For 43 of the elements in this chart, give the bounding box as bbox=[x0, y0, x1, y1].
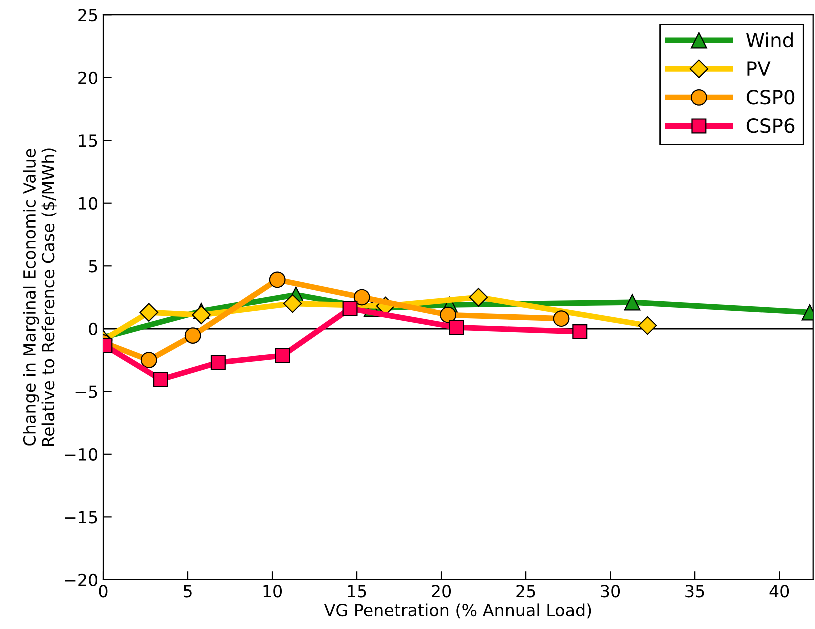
point bbox=[469, 288, 488, 307]
y-tick-label: 5 bbox=[89, 260, 98, 273]
y-tick-label: 25 bbox=[78, 9, 98, 22]
point bbox=[283, 294, 302, 314]
point bbox=[342, 301, 358, 316]
x-tick-label: 30 bbox=[601, 585, 620, 598]
y-tick-label: 10 bbox=[79, 197, 98, 210]
point bbox=[153, 372, 168, 388]
point bbox=[192, 306, 211, 324]
x-tick-label: 35 bbox=[686, 585, 704, 598]
point bbox=[638, 316, 658, 336]
x-tick-label: 40 bbox=[770, 585, 790, 598]
y-tick-label: 15 bbox=[79, 134, 98, 148]
point bbox=[354, 289, 370, 306]
point bbox=[140, 352, 158, 368]
point bbox=[269, 272, 286, 288]
x-tick-label: 25 bbox=[516, 585, 536, 598]
point bbox=[275, 348, 290, 364]
y-tick-label: 20 bbox=[78, 72, 98, 84]
x-tick-label: 15 bbox=[348, 585, 366, 598]
y-tick-label: −15 bbox=[65, 511, 98, 524]
point bbox=[553, 310, 570, 328]
y-tick-label: 0 bbox=[89, 322, 98, 336]
x-tick-label: 0 bbox=[99, 585, 108, 598]
y-axis-title: Change in Marginal Economic Value Relative to Reference Case ($/MWh) bbox=[23, 148, 57, 446]
point bbox=[449, 320, 464, 336]
legend-label: CSP0 bbox=[746, 90, 795, 105]
point bbox=[572, 324, 588, 340]
y-tick-label: −20 bbox=[65, 574, 98, 587]
x-tick-label: 10 bbox=[264, 585, 282, 598]
point bbox=[140, 303, 159, 322]
y-tick-label: −5 bbox=[76, 386, 98, 398]
point bbox=[440, 306, 456, 324]
x-tick-label: 20 bbox=[432, 585, 452, 598]
x-tick-label: 5 bbox=[184, 585, 192, 598]
x-axis-title: VG Penetration (% Annual Load) bbox=[324, 604, 592, 619]
legend-label: PV bbox=[748, 62, 771, 76]
y-tick-label: −10 bbox=[65, 448, 98, 461]
point bbox=[184, 328, 202, 344]
point bbox=[624, 294, 641, 311]
legend-label: Wind bbox=[746, 32, 793, 48]
legend-label: CSP6 bbox=[746, 118, 795, 134]
point bbox=[210, 355, 226, 370]
